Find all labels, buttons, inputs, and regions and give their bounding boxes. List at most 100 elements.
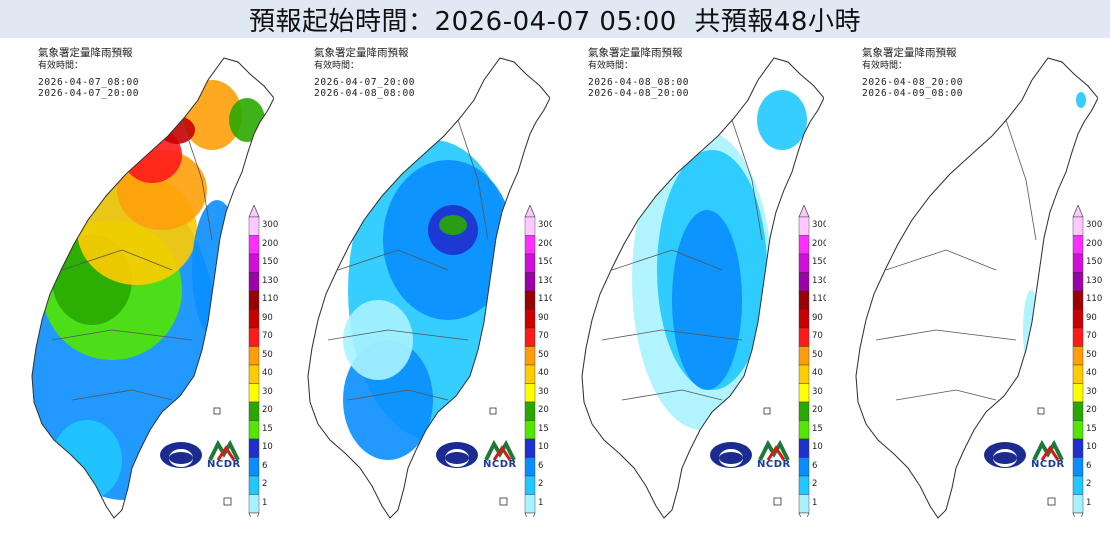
legend-level-label: 300 (538, 220, 555, 230)
ncdr-logo: NCDR (483, 459, 517, 470)
legend-level-label: 30 (538, 386, 549, 397)
valid-end: 2026-04-08_20:00 (588, 88, 690, 99)
rainfall-map (855, 57, 1098, 519)
ncdr-logo: NCDR (207, 459, 241, 470)
legend-level-label: 130 (262, 275, 279, 286)
legend-swatch (1072, 290, 1084, 310)
legend-swatch (1072, 309, 1084, 329)
legend-swatch (524, 272, 536, 292)
rainfall-map (581, 57, 824, 519)
legend-swatch (798, 290, 810, 310)
legend-level-label: 15 (262, 423, 273, 434)
legend-swatch (798, 253, 810, 273)
logos: NCDR (436, 440, 526, 474)
legend-swatch (1072, 327, 1084, 347)
county-boundary (327, 329, 469, 341)
legend-swatch (248, 494, 260, 514)
forecast-panel-2: 氣象署定量降雨預報 有效時間： 2026-04-07_20:00 2026-04… (278, 40, 554, 535)
legend-colorbar (524, 205, 536, 517)
legend-arrow-top (248, 205, 260, 218)
panel-header: 氣象署定量降雨預報 有效時間： 2026-04-07_20:00 2026-04… (314, 47, 415, 100)
rain-legend: 300 200 150 130 110 90 70 50 40 30 20 15 10 6 2 1 (1072, 205, 1102, 517)
legend-level-label: 2 (812, 479, 818, 489)
legend-swatch (1072, 253, 1084, 273)
orchid-island (223, 497, 232, 506)
legend-level-label: 20 (812, 405, 823, 415)
rain-legend: 300 200 150 130 110 90 70 50 40 30 20 15 10 6 2 1 (798, 205, 828, 517)
legend-swatch (248, 272, 260, 292)
legend-level-label: 150 (1086, 257, 1103, 267)
legend-swatch (798, 383, 810, 403)
valid-time-label: 有效時間： (314, 61, 360, 71)
county-boundary (51, 329, 193, 341)
legend-level-label: 10 (812, 442, 823, 452)
rain-area (757, 90, 807, 150)
county-boundary (181, 119, 213, 241)
legend-swatch (248, 216, 260, 236)
legend-level-label: 150 (538, 257, 555, 267)
legend-arrow-top (798, 205, 810, 218)
county-boundary (337, 249, 449, 271)
valid-start: 2026-04-08_20:00 (862, 77, 964, 88)
legend-level-label: 20 (1086, 405, 1097, 415)
legend-swatch (248, 438, 260, 458)
forecast-panel-1: 氣象署定量降雨預報 有效時間： 2026-04-07_08:00 2026-04… (2, 40, 278, 535)
rain-area (672, 210, 742, 390)
legend-level-label: 110 (1086, 294, 1103, 304)
county-boundary (731, 119, 763, 241)
coastline (31, 57, 274, 519)
legend-level-label: 40 (262, 368, 273, 378)
legend-swatch (524, 383, 536, 403)
legend-level-label: 70 (262, 331, 273, 341)
legend-level-label: 30 (1086, 386, 1097, 397)
legend-level-label: 1 (262, 497, 268, 508)
legend-swatch (1072, 420, 1084, 440)
logos: NCDR (710, 440, 800, 474)
legend-swatch (1072, 401, 1084, 421)
legend-swatch (1072, 494, 1084, 514)
rainfall-field (343, 140, 518, 460)
legend-level-label: 200 (812, 238, 829, 249)
legend-level-label: 10 (538, 442, 549, 452)
rainfall-field (632, 90, 807, 430)
legend-swatch (1072, 475, 1084, 495)
orchid-island (773, 497, 782, 506)
legend-swatch (798, 401, 810, 421)
county-boundary (611, 249, 723, 271)
legend-swatch (524, 327, 536, 347)
legend-level-label: 2 (1086, 479, 1092, 489)
legend-colorbar (1072, 205, 1084, 517)
legend-swatch (798, 309, 810, 329)
orchid-island (1047, 497, 1056, 506)
legend-level-label: 6 (262, 460, 268, 471)
legend-swatch (524, 475, 536, 495)
rain-area (52, 420, 122, 500)
legend-level-label: 15 (538, 423, 549, 434)
legend-swatch (248, 420, 260, 440)
coastline (581, 57, 824, 519)
county-boundary (601, 329, 743, 341)
legend-swatch (798, 364, 810, 384)
legend-level-label: 130 (1086, 275, 1103, 286)
county-boundary (895, 389, 997, 401)
legend-swatch (524, 290, 536, 310)
legend-level-label: 40 (538, 368, 549, 378)
legend-level-label: 50 (812, 349, 823, 360)
legend-swatch (524, 494, 536, 514)
legend-level-label: 130 (538, 275, 555, 286)
legend-swatch (524, 235, 536, 255)
legend-swatch (248, 383, 260, 403)
legend-colorbar (248, 205, 260, 517)
legend-swatch (798, 420, 810, 440)
legend-swatch (798, 475, 810, 495)
legend-level-label: 150 (262, 257, 279, 267)
legend-level-label: 300 (812, 220, 829, 230)
panel-title: 氣象署定量降雨預報 (314, 47, 409, 59)
valid-start: 2026-04-07_08:00 (38, 77, 140, 88)
valid-end: 2026-04-09_08:00 (862, 88, 964, 99)
ncdr-logo: NCDR (757, 459, 791, 470)
cwa-logo (984, 442, 1026, 468)
legend-colorbar (798, 205, 810, 517)
legend-swatch (798, 327, 810, 347)
legend-level-label: 1 (1086, 497, 1092, 508)
